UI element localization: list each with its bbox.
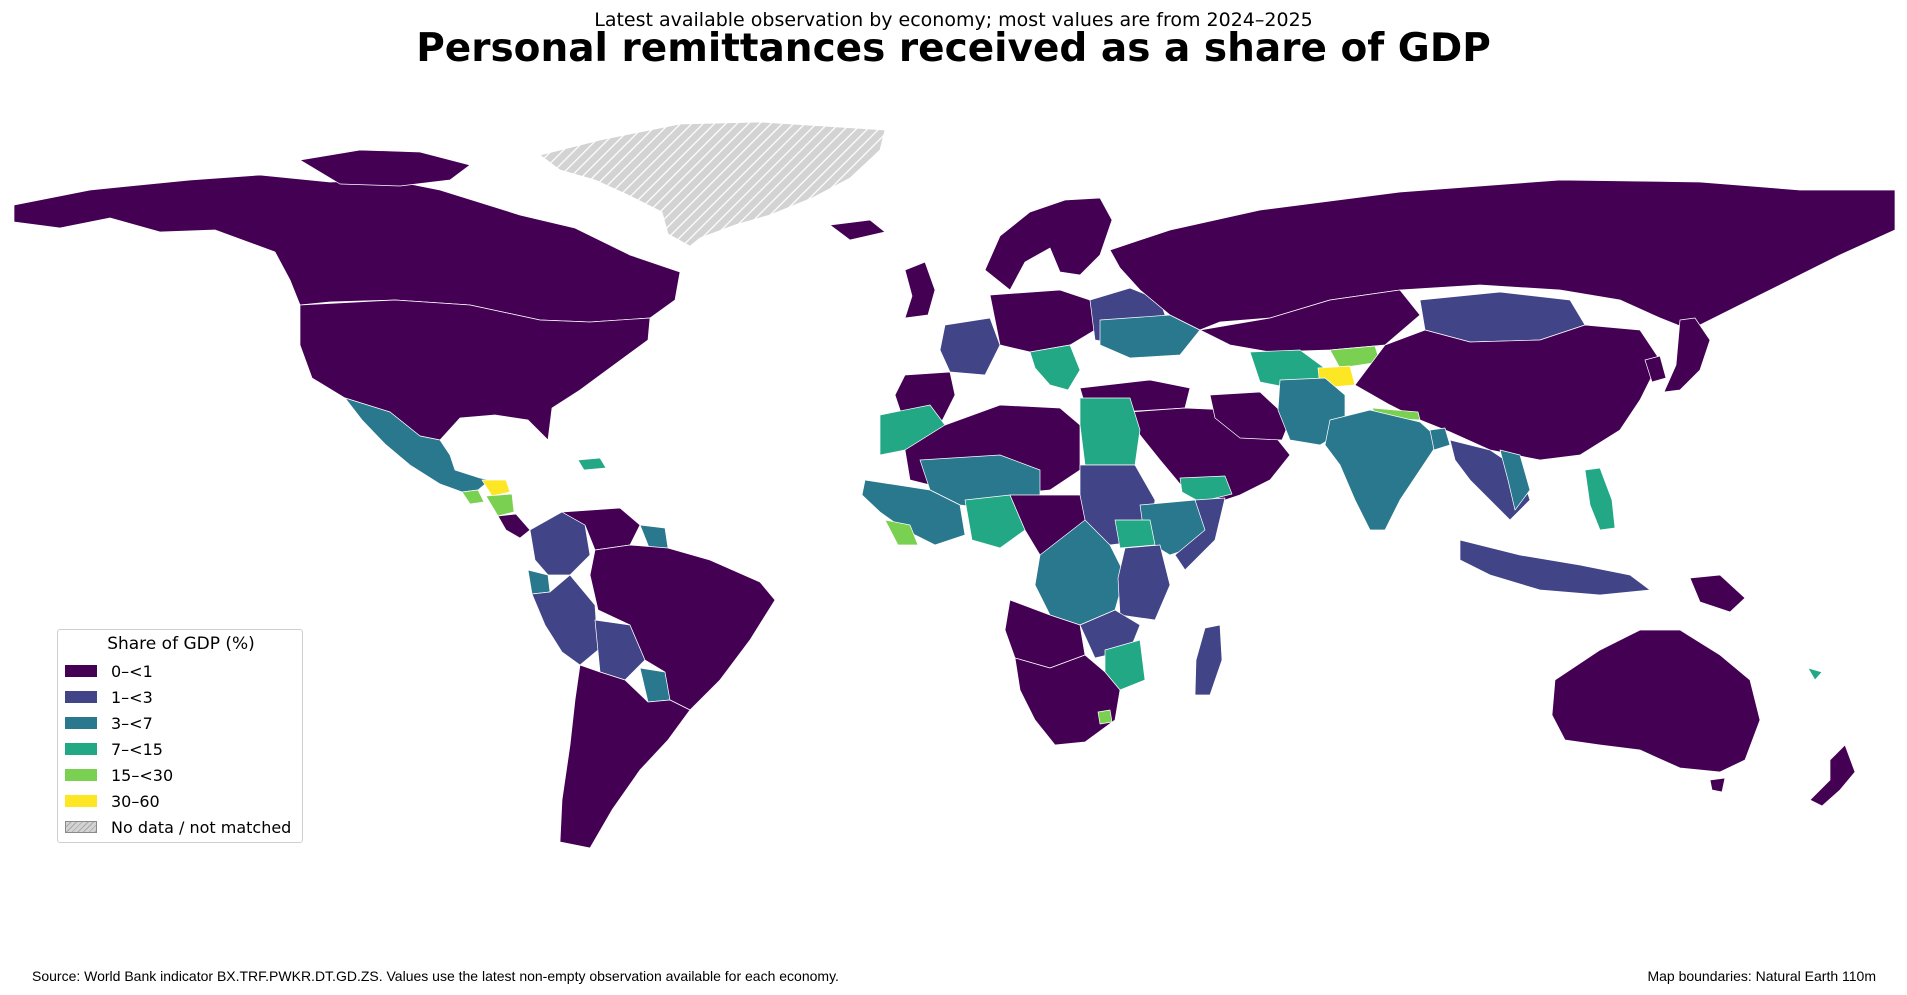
- region-bolivia: [594, 619, 646, 681]
- region-canada: [13, 174, 681, 323]
- map-title: Personal remittances received as a share…: [416, 26, 1491, 71]
- region-kazakhstan: [1199, 289, 1421, 353]
- region-new-guinea: [1689, 574, 1746, 613]
- region-australia: [1551, 629, 1761, 773]
- legend-item-7-15: 7–<15: [65, 738, 163, 760]
- region-somalia: [1174, 497, 1226, 571]
- source-note: Source: World Bank indicator BX.TRF.PWKR…: [32, 968, 839, 984]
- legend-label: No data / not matched: [111, 817, 292, 837]
- region-west-africa: [861, 479, 966, 546]
- legend-swatch: [65, 717, 97, 729]
- boundaries-note: Map boundaries: Natural Earth 110m: [1647, 968, 1876, 984]
- world-choropleth-map: [13, 121, 1896, 849]
- legend-item-30-60: 30–60: [65, 790, 160, 812]
- region-brazil: [589, 544, 776, 711]
- region-bangladesh: [1429, 427, 1451, 451]
- region-nicaragua: [485, 493, 515, 517]
- region-iran: [1209, 391, 1291, 441]
- legend-swatch: [65, 665, 97, 677]
- region-china: [1354, 324, 1661, 461]
- region-new-zealand: [1809, 744, 1856, 807]
- region-tasmania: [1709, 777, 1726, 793]
- region-egypt: [1079, 397, 1141, 466]
- region-france: [939, 317, 1001, 376]
- region-uganda: [1114, 519, 1156, 549]
- region-central-south: [497, 513, 531, 539]
- legend-item-no-data: No data / not matched: [65, 816, 291, 838]
- region-balkans: [1029, 344, 1081, 391]
- region-haiti: [577, 457, 607, 471]
- legend-label: 15–<30: [111, 765, 174, 785]
- region-india: [1324, 409, 1441, 531]
- region-southern-africa: [1014, 654, 1121, 746]
- legend-item-15-30: 15–<30: [65, 764, 173, 786]
- region-mozambique: [1104, 639, 1146, 691]
- legend-swatch: [65, 795, 97, 807]
- legend-swatch: [65, 743, 97, 755]
- legend-item-1-3: 1–<3: [65, 686, 153, 708]
- region-central-europe: [989, 289, 1096, 353]
- region-uk: [904, 261, 936, 319]
- legend-swatch-hatched: [65, 821, 97, 833]
- region-scandinavia: [984, 197, 1113, 291]
- legend-label: 0–<1: [111, 661, 153, 681]
- region-nigeria: [964, 494, 1026, 549]
- region-guatemala: [461, 489, 485, 505]
- map-legend: Share of GDP (%) 0–<1 1–<3 3–<7 7–<15 15…: [57, 629, 303, 843]
- region-japan: [1663, 317, 1711, 393]
- region-pacific-islands: [1807, 667, 1823, 681]
- region-liberia: [884, 519, 919, 546]
- region-indonesia: [1459, 539, 1651, 596]
- legend-label: 30–60: [111, 791, 160, 811]
- legend-swatch: [65, 769, 97, 781]
- region-vietnam: [1499, 449, 1531, 511]
- region-southeast-asia: [1449, 439, 1531, 521]
- region-philippines: [1584, 467, 1616, 531]
- region-korea: [1644, 355, 1667, 383]
- region-arctic-islands: [299, 149, 471, 187]
- legend-item-3-7: 3–<7: [65, 712, 153, 734]
- region-madagascar: [1194, 624, 1223, 696]
- legend-title: Share of GDP (%): [107, 634, 255, 654]
- region-iceland: [829, 219, 886, 241]
- region-lesotho: [1097, 709, 1113, 725]
- legend-label: 1–<3: [111, 687, 153, 707]
- legend-label: 7–<15: [111, 739, 163, 759]
- legend-item-0-1: 0–<1: [65, 660, 153, 682]
- region-honduras: [481, 479, 511, 497]
- region-greenland: [539, 121, 886, 247]
- region-yemen: [1179, 475, 1233, 503]
- legend-swatch: [65, 691, 97, 703]
- legend-label: 3–<7: [111, 713, 153, 733]
- region-southern-cone: [559, 664, 691, 849]
- region-east-africa: [1117, 544, 1171, 621]
- map-subtitle: Latest available observation by economy;…: [594, 9, 1313, 31]
